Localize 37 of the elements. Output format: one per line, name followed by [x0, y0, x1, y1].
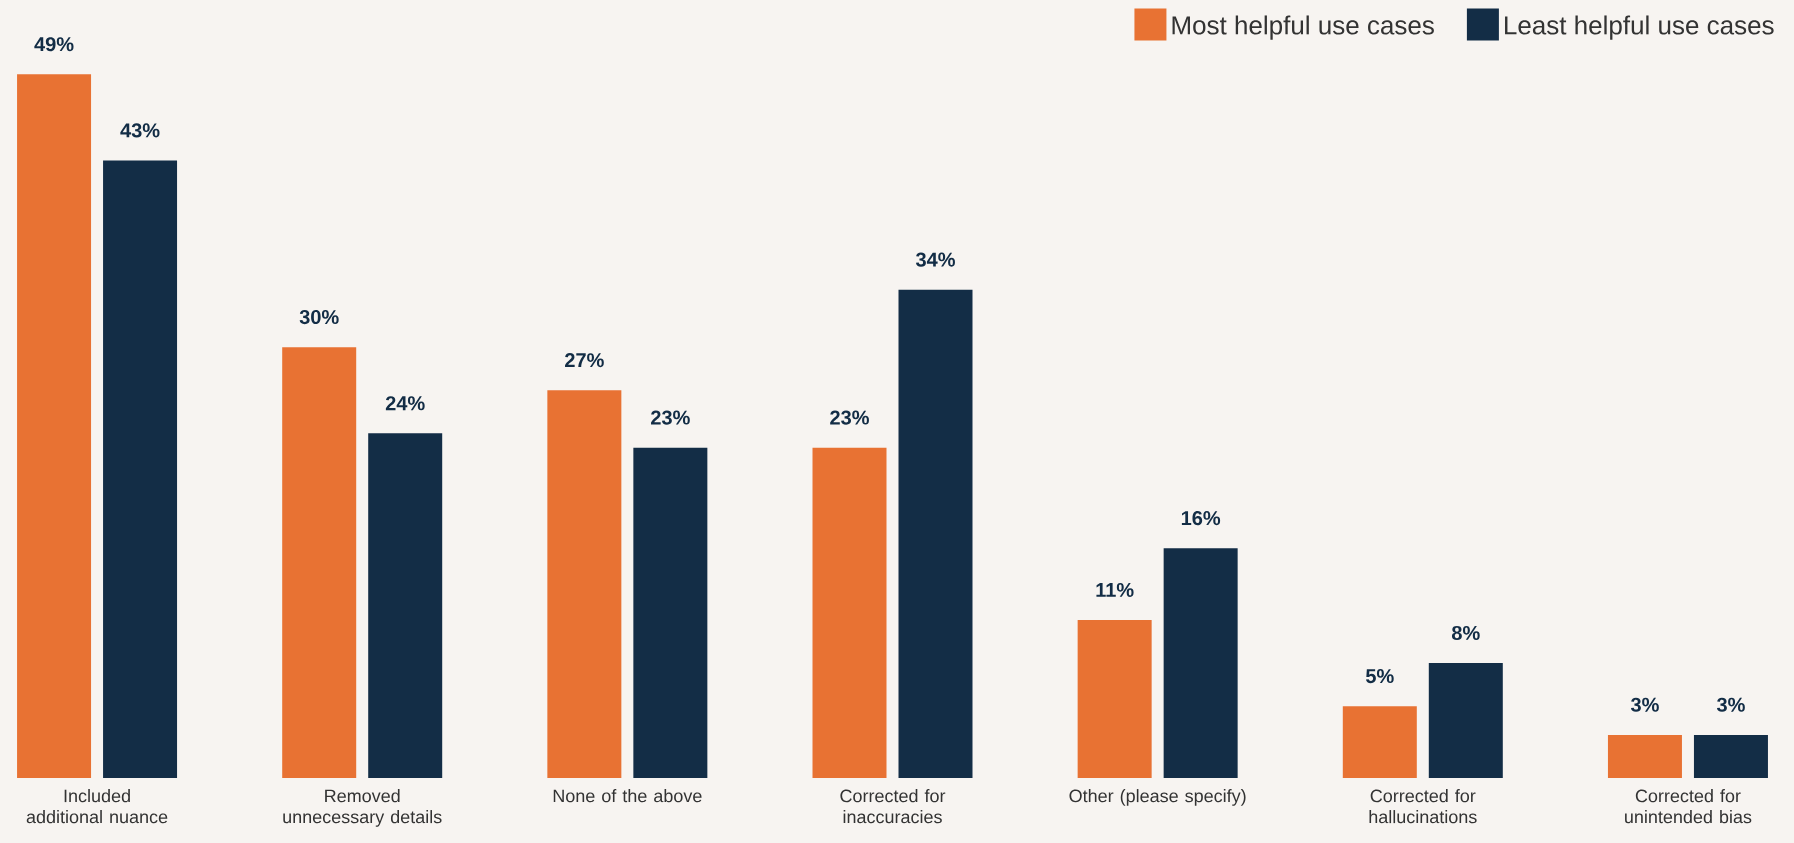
- data-label: 43%: [120, 123, 160, 138]
- data-label: 8%: [1451, 625, 1480, 641]
- x-tick-label: None of the above: [553, 789, 702, 803]
- x-tick-label: Corrected for unintended bias: [1625, 789, 1752, 824]
- data-label: 23%: [830, 410, 869, 425]
- bar: [547, 390, 622, 778]
- data-label: 24%: [385, 396, 425, 411]
- data-label: 27%: [565, 353, 604, 368]
- data-label: 3%: [1630, 697, 1659, 712]
- bar: [368, 433, 443, 778]
- bar: [103, 160, 178, 778]
- bar: [17, 74, 92, 778]
- x-tick-label: Corrected for hallucinations: [1369, 789, 1477, 824]
- x-tick-label: Removed unnecessary details: [283, 789, 442, 827]
- bar: [812, 447, 887, 778]
- data-label: 3%: [1716, 697, 1745, 712]
- x-tick-label: Corrected for inaccuracies: [840, 789, 946, 824]
- data-label: 30%: [299, 309, 339, 325]
- data-label: 11%: [1096, 582, 1134, 597]
- data-label: 5%: [1365, 669, 1394, 684]
- data-label: 23%: [651, 410, 690, 425]
- data-label: 49%: [34, 37, 74, 52]
- bar: [282, 347, 357, 778]
- bar: [898, 289, 973, 778]
- bar: [1428, 663, 1503, 778]
- legend-label: Most helpful use cases: [1172, 15, 1434, 40]
- x-tick-label: Included additional nuance: [26, 789, 168, 824]
- bar: [1163, 548, 1238, 778]
- data-label: 34%: [915, 252, 955, 267]
- bar: [1077, 620, 1152, 778]
- data-label: 16%: [1181, 511, 1221, 526]
- bar: [1342, 706, 1417, 778]
- bar: [1693, 734, 1768, 778]
- x-tick-label: Other (please specify): [1069, 789, 1246, 806]
- bar: [633, 447, 708, 778]
- bar: [1607, 734, 1682, 778]
- legend-label: Least helpful use cases: [1505, 15, 1774, 40]
